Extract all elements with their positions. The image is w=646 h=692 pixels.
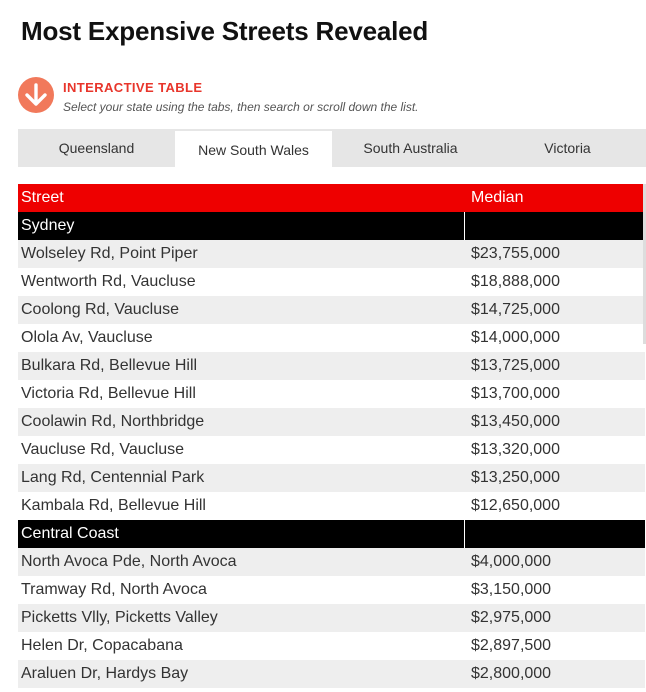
median-cell: $13,250,000 (471, 469, 560, 486)
tab-queensland[interactable]: Queensland (58, 140, 135, 156)
table-group-row: Central Coast (18, 520, 645, 548)
street-cell: Coolawin Rd, Northbridge (21, 413, 205, 430)
intro-subtitle: Select your state using the tabs, then s… (63, 100, 419, 114)
table-scrollbar[interactable] (643, 184, 646, 344)
table-row: Lang Rd, Centennial Park $13,250,000 (18, 464, 645, 492)
median-cell: $13,725,000 (471, 357, 560, 374)
median-cell: $14,000,000 (471, 329, 560, 346)
group-name: Central Coast (21, 525, 119, 542)
page-title: Most Expensive Streets Revealed (21, 16, 429, 46)
table-row: Picketts Vlly, Picketts Valley $2,975,000 (18, 604, 645, 632)
table-row: Olola Av, Vaucluse $14,000,000 (18, 324, 645, 352)
street-cell: Coolong Rd, Vaucluse (21, 301, 180, 318)
street-cell: Victoria Rd, Bellevue Hill (21, 385, 196, 402)
group-median-cell (464, 520, 645, 548)
streets-table: Street Median Sydney Wolseley Rd, Point P… (18, 184, 645, 688)
median-cell: $13,320,000 (471, 441, 560, 458)
table-row: Kambala Rd, Bellevue Hill $12,650,000 (18, 492, 645, 520)
median-cell: $23,755,000 (471, 245, 560, 262)
street-cell: Kambala Rd, Bellevue Hill (21, 497, 206, 514)
column-header-median[interactable]: Median (471, 189, 524, 206)
median-cell: $13,450,000 (471, 413, 560, 430)
group-median-cell (464, 212, 645, 240)
street-cell: Helen Dr, Copacabana (21, 637, 183, 654)
street-cell: Tramway Rd, North Avoca (21, 581, 207, 598)
column-header-street[interactable]: Street (21, 189, 64, 206)
tab-new-south-wales[interactable]: New South Wales (175, 131, 332, 168)
street-cell: Bulkara Rd, Bellevue Hill (21, 357, 198, 374)
street-cell: Wolseley Rd, Point Piper (21, 245, 198, 262)
street-cell: Lang Rd, Centennial Park (21, 469, 205, 486)
table-row: Tramway Rd, North Avoca $3,150,000 (18, 576, 645, 604)
table-header: Street Median (18, 184, 645, 212)
table-row: Coolong Rd, Vaucluse $14,725,000 (18, 296, 645, 324)
street-cell: Picketts Vlly, Picketts Valley (21, 609, 218, 626)
state-tabs: Queensland New South Wales South Austral… (18, 129, 646, 168)
median-cell: $4,000,000 (471, 553, 552, 570)
median-cell: $2,975,000 (471, 609, 552, 626)
table-row: Wentworth Rd, Vaucluse $18,888,000 (18, 268, 645, 296)
street-cell: North Avoca Pde, North Avoca (21, 553, 237, 570)
table-row: North Avoca Pde, North Avoca $4,000,000 (18, 548, 645, 576)
street-cell: Araluen Dr, Hardys Bay (21, 665, 189, 682)
table-row: Vaucluse Rd, Vaucluse $13,320,000 (18, 436, 645, 464)
intro-heading: INTERACTIVE TABLE (63, 80, 203, 95)
table-row: Araluen Dr, Hardys Bay $2,800,000 (18, 660, 645, 688)
tab-south-australia[interactable]: South Australia (363, 140, 458, 156)
median-cell: $2,800,000 (471, 665, 552, 682)
table-row: Wolseley Rd, Point Piper $23,755,000 (18, 240, 645, 268)
tab-victoria[interactable]: Victoria (544, 140, 591, 156)
median-cell: $2,897,500 (471, 637, 552, 654)
street-cell: Vaucluse Rd, Vaucluse (21, 441, 185, 458)
median-cell: $13,700,000 (471, 385, 560, 402)
table-row: Bulkara Rd, Bellevue Hill $13,725,000 (18, 352, 645, 380)
group-name: Sydney (21, 217, 75, 234)
table-row: Helen Dr, Copacabana $2,897,500 (18, 632, 645, 660)
arrow-down-circle-icon (18, 77, 54, 113)
table-row: Victoria Rd, Bellevue Hill $13,700,000 (18, 380, 645, 408)
median-cell: $18,888,000 (471, 273, 560, 290)
table-row: Coolawin Rd, Northbridge $13,450,000 (18, 408, 645, 436)
street-cell: Olola Av, Vaucluse (21, 329, 153, 346)
street-cell: Wentworth Rd, Vaucluse (21, 273, 196, 290)
median-cell: $14,725,000 (471, 301, 560, 318)
median-cell: $3,150,000 (471, 581, 552, 598)
table-group-row: Sydney (18, 212, 645, 240)
median-cell: $12,650,000 (471, 497, 560, 514)
